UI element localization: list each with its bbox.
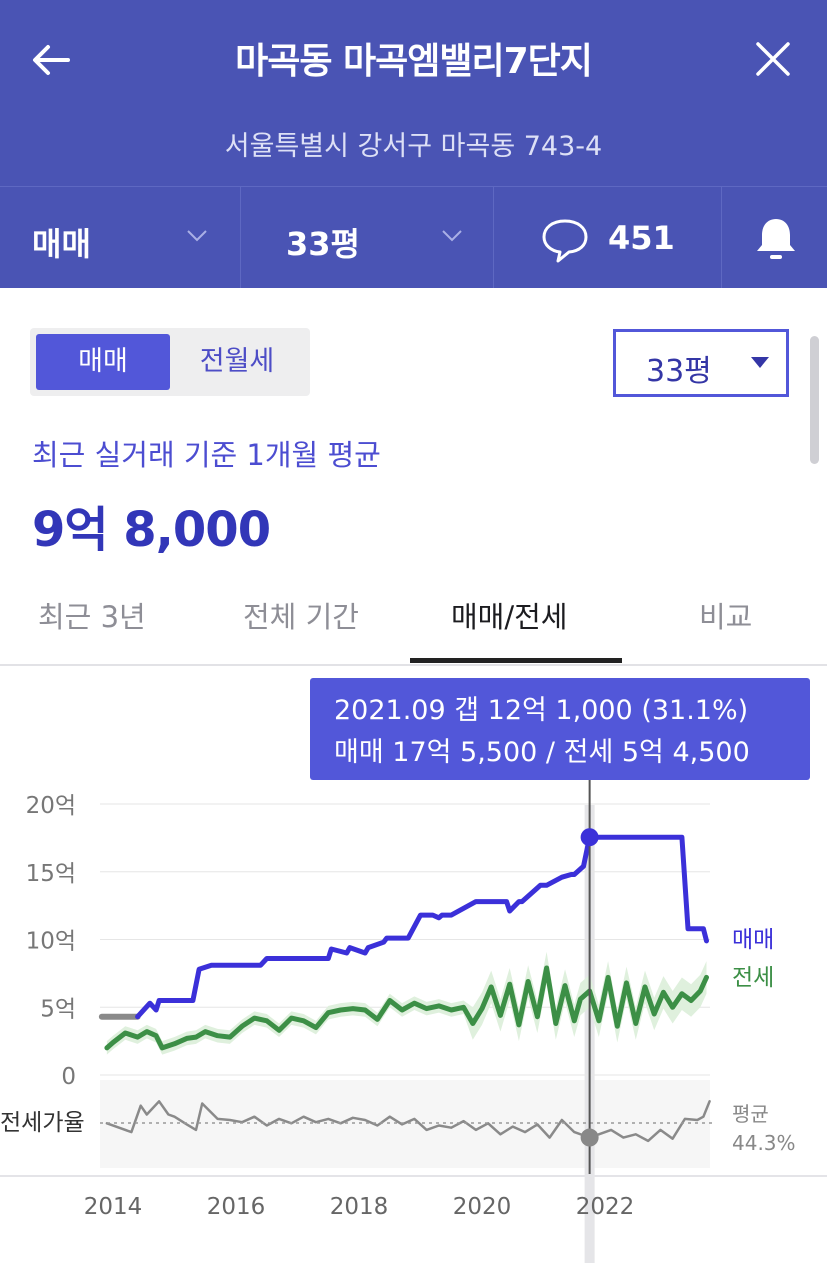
ratio-label: 전세가율 bbox=[0, 1110, 85, 1136]
x-tick-label: 2014 bbox=[84, 1194, 143, 1220]
legend-sale: 매매 bbox=[732, 927, 774, 953]
segment-rent[interactable]: 전월세 bbox=[199, 346, 275, 377]
y-tick-label: 0 bbox=[61, 1064, 76, 1090]
x-tick-label: 2022 bbox=[576, 1194, 635, 1220]
tab-sale-jeonse[interactable]: 매매/전세 bbox=[451, 600, 568, 634]
legend-jeonse: 전세 bbox=[732, 965, 774, 991]
tab-recent-3y[interactable]: 최근 3년 bbox=[38, 600, 146, 634]
page-title: 마곡동 마곡엠밸리7단지 bbox=[235, 41, 593, 82]
y-tick-label: 5억 bbox=[40, 996, 76, 1022]
active-tab-indicator bbox=[410, 658, 622, 663]
ratio-average-value: 44.3% bbox=[732, 1131, 796, 1155]
sale-line bbox=[135, 834, 709, 1020]
chevron-down-icon bbox=[442, 230, 462, 242]
address: 서울특별시 강서구 마곡동 743-4 bbox=[224, 131, 603, 162]
speech-bubble-icon bbox=[542, 219, 588, 263]
y-tick-label: 10억 bbox=[26, 929, 76, 955]
segment-sale[interactable]: 매매 bbox=[36, 334, 170, 390]
x-tick-label: 2020 bbox=[453, 1194, 512, 1220]
caret-down-icon bbox=[751, 357, 769, 368]
comments-button[interactable]: 451 bbox=[494, 187, 722, 288]
area-label: 33평 bbox=[286, 225, 360, 263]
deal-segment-control: 매매 전월세 bbox=[30, 328, 310, 396]
chevron-down-icon bbox=[187, 230, 207, 242]
bell-button[interactable] bbox=[722, 187, 827, 288]
avg-caption: 최근 실거래 기준 1개월 평균 bbox=[32, 438, 381, 472]
tab-all-period[interactable]: 전체 기간 bbox=[243, 600, 359, 634]
close-icon[interactable] bbox=[748, 34, 798, 84]
y-tick-label: 20억 bbox=[26, 793, 76, 819]
scrollbar[interactable] bbox=[810, 336, 819, 464]
x-tick-label: 2018 bbox=[330, 1194, 389, 1220]
sale-highlight-point bbox=[580, 828, 599, 847]
comment-count: 451 bbox=[608, 219, 675, 257]
tab-compare[interactable]: 비교 bbox=[699, 600, 753, 634]
area-dropdown[interactable]: 33평 bbox=[241, 187, 494, 288]
period-tabs: 최근 3년 전체 기간 매매/전세 비교 bbox=[0, 570, 827, 666]
bell-icon bbox=[757, 219, 795, 259]
ratio-highlight-point bbox=[580, 1128, 599, 1147]
deal-type-label: 매매 bbox=[32, 225, 91, 263]
area-select[interactable]: 33평 bbox=[613, 329, 789, 397]
tooltip-price-line: 매매 17억 5,500 / 전세 5억 4,500 bbox=[334, 737, 750, 768]
deal-type-dropdown[interactable]: 매매 bbox=[0, 187, 241, 288]
jeonse-range-area bbox=[106, 951, 707, 1055]
top-header: 마곡동 마곡엠밸리7단지 서울특별시 강서구 마곡동 743-4 매매 33평 … bbox=[0, 0, 827, 288]
y-tick-label: 15억 bbox=[26, 861, 76, 887]
chart-tooltip: 2021.09 갭 12억 1,000 (31.1%) 매매 17억 5,500… bbox=[310, 678, 810, 780]
ratio-line bbox=[105, 1100, 711, 1143]
avg-price: 9억 8,000 bbox=[32, 502, 271, 558]
area-select-value: 33평 bbox=[646, 354, 712, 389]
back-arrow-icon[interactable] bbox=[28, 36, 76, 84]
sub-toolbar: 매매 33평 451 bbox=[0, 186, 827, 288]
tooltip-gap-line: 2021.09 갭 12억 1,000 (31.1%) bbox=[334, 695, 749, 726]
ratio-average-label: 평균 bbox=[732, 1102, 769, 1126]
x-tick-label: 2016 bbox=[207, 1194, 266, 1220]
jeonse-line bbox=[104, 965, 709, 1051]
